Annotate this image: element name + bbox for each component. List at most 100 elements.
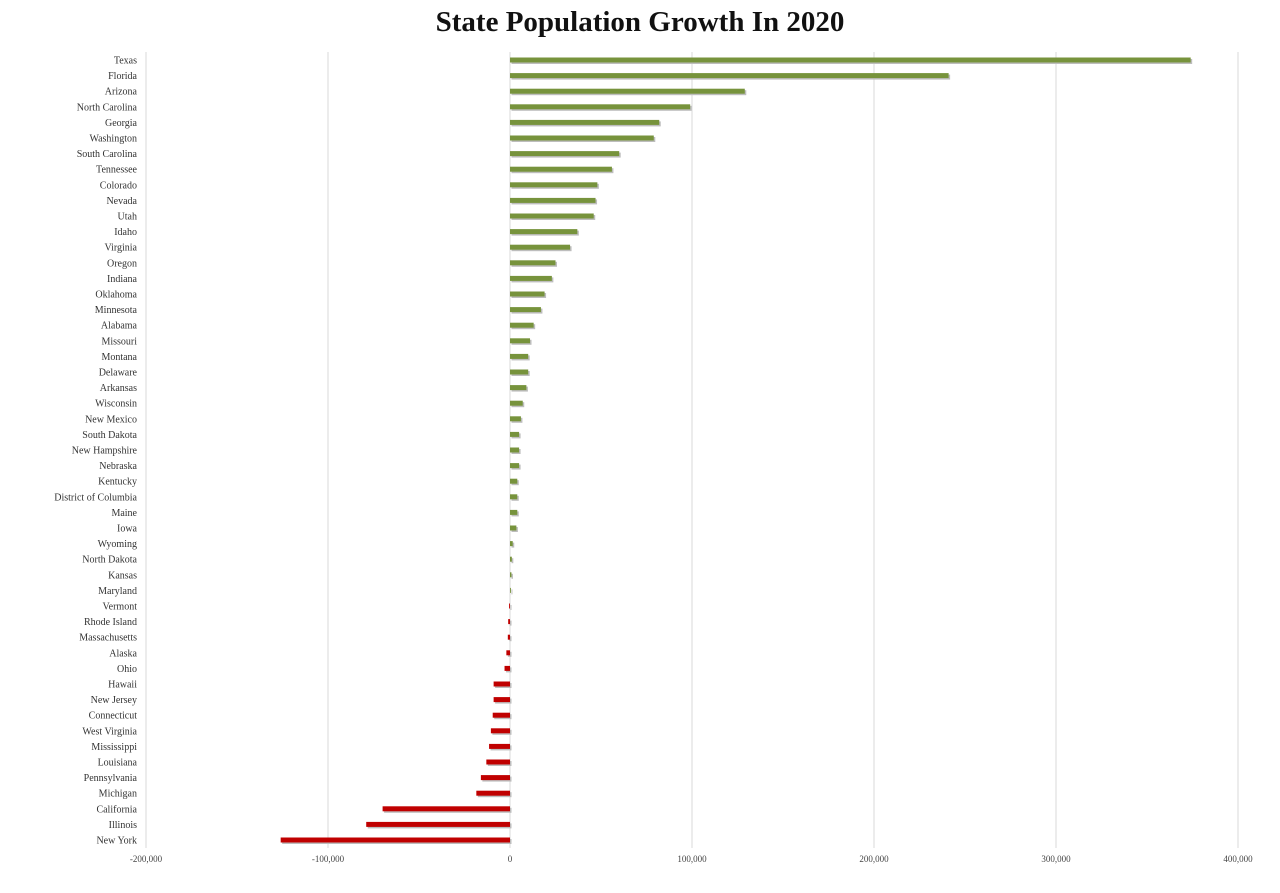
x-tick-label: 0 (508, 854, 513, 864)
x-tick-label: 200,000 (859, 854, 889, 864)
category-label: Oklahoma (95, 290, 137, 301)
bar-colorado (510, 182, 598, 188)
bar-nebraska (510, 463, 520, 469)
category-label: Michigan (99, 789, 137, 800)
category-label: Wyoming (98, 539, 137, 550)
category-label: District of Columbia (54, 492, 137, 503)
category-label: West Virginia (82, 726, 137, 737)
category-label: Alabama (101, 321, 138, 332)
bar-new-hampshire (510, 447, 520, 453)
category-label: Virginia (104, 243, 137, 254)
category-label: Oregon (107, 258, 137, 269)
bar-kansas (510, 572, 512, 578)
bar-shadow (509, 636, 512, 642)
bar-idaho (510, 229, 578, 235)
category-label: Illinois (109, 820, 137, 831)
category-label: Missouri (101, 336, 137, 347)
category-label: Kentucky (98, 477, 137, 488)
bar-south-carolina (510, 151, 620, 157)
category-label: Minnesota (95, 305, 138, 316)
category-label: Louisiana (98, 758, 138, 769)
bar-south-dakota (510, 431, 520, 437)
bar-california (382, 806, 510, 812)
bar-washington (510, 135, 654, 141)
bar-indiana (510, 275, 552, 281)
bar-north-carolina (510, 104, 691, 110)
category-label: Nebraska (99, 461, 137, 472)
bar-hawaii (493, 681, 510, 687)
x-tick-label: 400,000 (1223, 854, 1253, 864)
bar-connecticut (492, 712, 510, 718)
x-tick-label: 300,000 (1041, 854, 1071, 864)
category-label: Arkansas (100, 383, 137, 394)
bar-wisconsin (510, 400, 523, 406)
bar-maine (510, 509, 518, 515)
category-label: Nevada (106, 196, 137, 207)
category-label: Tennessee (96, 165, 138, 176)
category-label: Mississippi (91, 742, 137, 753)
bars (280, 57, 1193, 844)
bar-mississippi (489, 743, 510, 749)
category-label: Delaware (99, 368, 138, 379)
category-label: Indiana (107, 274, 138, 285)
category-label: Vermont (103, 602, 138, 613)
bar-alabama (510, 322, 534, 328)
bar-missouri (510, 338, 531, 344)
category-label: North Carolina (77, 102, 138, 113)
category-labels: Texas Florida Arizona North Carolina Georgia… (54, 56, 137, 847)
bar-alaska (506, 650, 510, 656)
bar-pennsylvania (480, 775, 510, 781)
bar-oregon (510, 260, 556, 266)
category-label: Texas (114, 56, 137, 67)
x-tick-label: -100,000 (312, 854, 345, 864)
category-label: North Dakota (82, 555, 137, 566)
x-tick-label: -200,000 (130, 854, 163, 864)
bar-new-york (280, 837, 510, 843)
bar-virginia (510, 244, 571, 250)
bar-massachusetts (507, 634, 510, 640)
category-label: Colorado (100, 180, 137, 191)
bar-maryland (510, 587, 511, 593)
bar-minnesota (510, 307, 541, 313)
category-label: California (96, 804, 137, 815)
category-label: Washington (89, 134, 137, 145)
category-label: Iowa (117, 524, 138, 535)
bar-district-of-columbia (510, 494, 518, 500)
bar-shadow (511, 573, 513, 579)
bar-florida (510, 73, 949, 79)
bar-louisiana (486, 759, 510, 765)
bar-utah (510, 213, 594, 219)
category-label: Pennsylvania (84, 773, 138, 784)
bar-nevada (510, 197, 596, 203)
category-label: New Mexico (85, 414, 137, 425)
x-tick-label: 100,000 (677, 854, 707, 864)
category-label: New York (96, 836, 137, 847)
bar-north-dakota (510, 556, 512, 562)
category-label: Utah (118, 212, 137, 223)
gridlines (145, 52, 1239, 848)
bar-kentucky (510, 478, 518, 484)
category-label: New Hampshire (72, 446, 138, 457)
chart-title: State Population Growth In 2020 (435, 6, 845, 38)
bar-iowa (510, 525, 517, 531)
category-label: Montana (101, 352, 137, 363)
bar-new-jersey (493, 697, 510, 703)
bar-shadow (510, 605, 512, 610)
category-label: South Dakota (82, 430, 137, 441)
bar-tennessee (510, 166, 612, 172)
category-label: Alaska (109, 648, 137, 659)
category-label: South Carolina (77, 149, 138, 160)
category-label: Massachusetts (79, 633, 137, 644)
bar-rhode-island (508, 619, 510, 625)
bar-west-virginia (490, 728, 510, 734)
bar-shadow (509, 620, 512, 626)
bar-shadow (511, 542, 515, 548)
bar-oklahoma (510, 291, 545, 297)
category-label: Idaho (114, 227, 137, 238)
category-label: Maryland (98, 586, 137, 597)
category-label: Maine (111, 508, 137, 519)
category-label: Connecticut (89, 711, 138, 722)
bar-delaware (510, 369, 529, 375)
category-label: Arizona (105, 87, 138, 98)
